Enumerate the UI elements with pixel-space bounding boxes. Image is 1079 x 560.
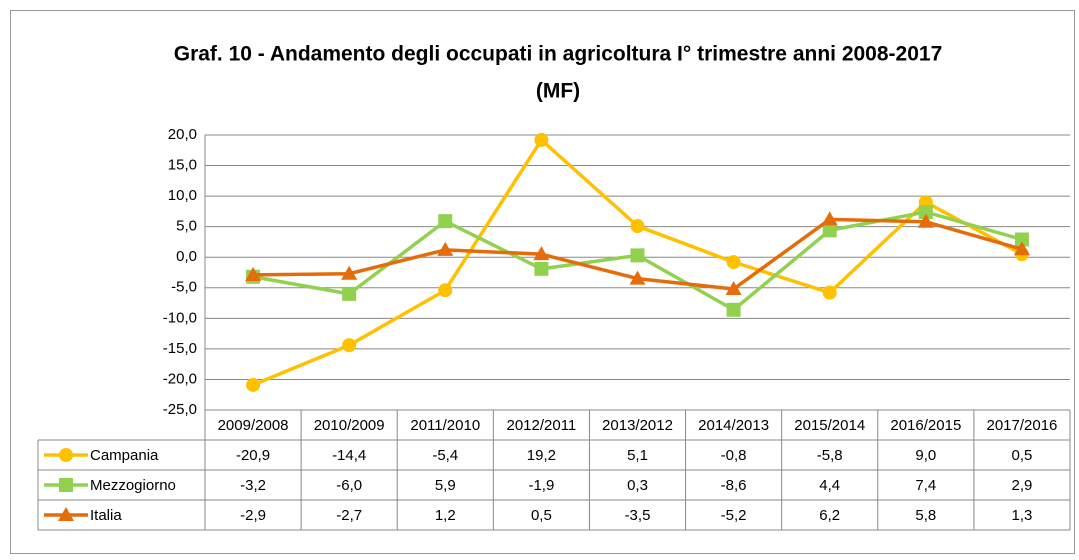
x-tick-label: 2012/2011 xyxy=(506,417,576,434)
table-value: 1,3 xyxy=(1012,507,1033,524)
marker xyxy=(918,205,933,219)
x-tick-label: 2010/2009 xyxy=(314,417,385,434)
table-value: 2,9 xyxy=(1012,477,1033,494)
marker xyxy=(630,248,645,263)
y-tick-label: 10,0 xyxy=(168,187,197,204)
table-value: 5,8 xyxy=(915,507,936,524)
table-value: -5,8 xyxy=(817,447,843,464)
table-value: -14,4 xyxy=(332,447,366,464)
table-value: 5,9 xyxy=(435,477,456,494)
marker xyxy=(341,265,358,280)
marker xyxy=(629,270,646,285)
y-tick-label: -20,0 xyxy=(163,370,197,387)
marker xyxy=(534,132,549,147)
legend-marker xyxy=(59,478,73,492)
table-value: 7,4 xyxy=(915,477,936,494)
table-value: 9,0 xyxy=(915,447,936,464)
chart-title: Graf. 10 - Andamento degli occupati in a… xyxy=(174,43,943,66)
table-value: -6,0 xyxy=(336,477,362,494)
table-value: -5,2 xyxy=(721,507,747,524)
marker xyxy=(245,266,262,281)
marker xyxy=(822,223,837,238)
marker xyxy=(533,246,550,261)
x-tick-label: 2013/2012 xyxy=(602,417,673,434)
y-tick-label: -10,0 xyxy=(163,309,197,326)
table-value: -1,9 xyxy=(528,477,554,494)
table-value: -5,4 xyxy=(432,447,458,464)
marker xyxy=(1014,232,1029,247)
chart-title: (MF) xyxy=(536,80,580,103)
y-tick-label: 0,0 xyxy=(176,248,197,265)
x-tick-label: 2017/2016 xyxy=(986,417,1057,434)
table-value: -2,7 xyxy=(336,507,362,524)
table-value: -0,8 xyxy=(721,447,747,464)
table-value: 0,5 xyxy=(1012,447,1033,464)
marker xyxy=(917,213,934,228)
table-value: 0,3 xyxy=(627,477,648,494)
legend-marker xyxy=(59,448,73,462)
table-value: -2,9 xyxy=(240,507,266,524)
y-tick-label: -15,0 xyxy=(163,340,197,357)
table-value: -3,2 xyxy=(240,477,266,494)
x-tick-label: 2014/2013 xyxy=(698,417,769,434)
marker xyxy=(246,377,261,392)
marker xyxy=(821,211,838,226)
x-tick-label: 2011/2010 xyxy=(410,417,480,434)
y-tick-label: 15,0 xyxy=(168,157,197,174)
table-value: -20,9 xyxy=(236,447,270,464)
marker xyxy=(342,338,357,353)
marker xyxy=(822,285,837,300)
table-value: 1,2 xyxy=(435,507,456,524)
x-tick-label: 2015/2014 xyxy=(794,417,865,434)
marker xyxy=(438,214,453,229)
table-value: -8,6 xyxy=(721,477,747,494)
marker xyxy=(726,302,741,317)
x-tick-label: 2009/2008 xyxy=(218,417,289,434)
table-value: 0,5 xyxy=(531,507,552,524)
legend-label: Mezzogiorno xyxy=(90,477,176,494)
x-tick-label: 2016/2015 xyxy=(890,417,961,434)
chart-border xyxy=(10,10,1075,554)
table-value: 6,2 xyxy=(819,507,840,524)
marker xyxy=(437,241,454,256)
y-tick-label: -5,0 xyxy=(171,279,197,296)
legend-label: Campania xyxy=(90,447,159,464)
y-tick-label: 5,0 xyxy=(176,218,197,235)
y-tick-label: -25,0 xyxy=(163,401,197,418)
marker xyxy=(725,281,742,295)
y-tick-label: 20,0 xyxy=(168,126,197,143)
marker xyxy=(438,283,453,298)
marker xyxy=(342,286,357,301)
table-value: 5,1 xyxy=(627,447,648,464)
marker xyxy=(630,219,645,234)
marker xyxy=(1013,241,1030,256)
table-value: 19,2 xyxy=(527,447,556,464)
legend-marker xyxy=(58,507,74,521)
marker xyxy=(534,261,549,276)
legend-label: Italia xyxy=(90,507,122,524)
marker xyxy=(726,255,741,270)
table-value: -3,5 xyxy=(625,507,651,524)
table-value: 4,4 xyxy=(819,477,840,494)
